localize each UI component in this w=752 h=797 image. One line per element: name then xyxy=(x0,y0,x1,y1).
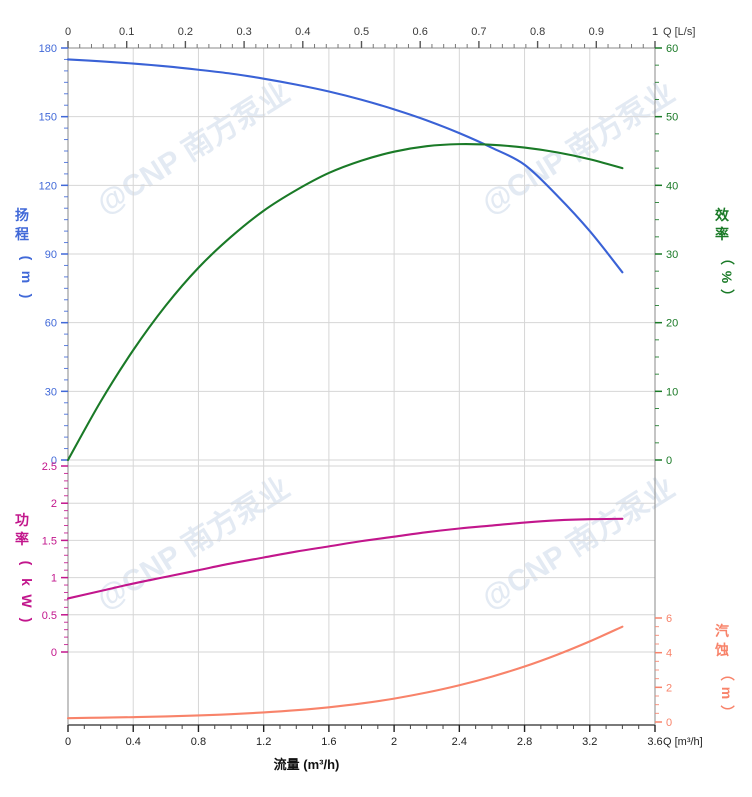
tick-label-bottom: 3.2 xyxy=(582,736,597,748)
tick-label-head: 30 xyxy=(45,386,57,398)
tick-label-power: 1.5 xyxy=(42,535,57,547)
tick-label-top: 1 xyxy=(652,26,658,38)
axis-title-power: W xyxy=(19,594,35,608)
tick-label-top: 0.4 xyxy=(295,26,310,38)
axis-bottom-flow-m3h: 0 0.4 0.8 1.2 1.6 2 2.4 2.8 3.2 3.6 Q [m³/h] 流量 (m³… xyxy=(65,725,703,772)
axis-title-npsh: 蚀 xyxy=(714,642,729,658)
tick-label-head: 180 xyxy=(39,43,57,55)
tick-label-bottom: 0 xyxy=(65,736,71,748)
grid-lines xyxy=(67,47,656,725)
axis-title-npsh: （ xyxy=(719,667,735,681)
axis-title-head: 程 xyxy=(15,226,29,242)
axis-title-npsh: ） xyxy=(719,705,735,719)
axis-top-flow-ls: 0 0.1 0.2 0.3 0.4 0.5 0.6 0.7 0.8 0.9 1 Q [L/s] xyxy=(65,26,695,48)
axis-title-efficiency: ） xyxy=(719,289,735,303)
watermark-layer: @CNP 南方泵业 @CNP 南方泵业 @CNP 南方泵业 @CNP 南方泵业 xyxy=(91,75,681,616)
axis-unit-label-bottom: Q [m³/h] xyxy=(663,736,703,748)
tick-label-top: 0.2 xyxy=(178,26,193,38)
curve-efficiency xyxy=(66,143,624,462)
tick-label-efficiency: 30 xyxy=(666,249,678,261)
tick-label-head: 0 xyxy=(51,455,57,467)
axis-head: 0 30 60 90 120 150 180 xyxy=(39,43,68,467)
axis-title-head: ) xyxy=(19,294,35,299)
tick-label-bottom: 2.8 xyxy=(517,736,532,748)
tick-label-top: 0.6 xyxy=(413,26,428,38)
axis-title-power: 率 xyxy=(15,531,29,547)
tick-label-bottom: 0.8 xyxy=(191,736,206,748)
watermark-text: @CNP 南方泵业 xyxy=(476,470,681,616)
curve-head xyxy=(66,58,624,274)
tick-label-top: 0.9 xyxy=(589,26,604,38)
tick-label-power: 2.5 xyxy=(42,461,57,473)
tick-label-efficiency: 40 xyxy=(666,180,678,192)
axis-title-npsh: 汽 xyxy=(715,623,729,639)
tick-label-efficiency: 60 xyxy=(666,43,678,55)
tick-label-top: 0.8 xyxy=(530,26,545,38)
axis-title-efficiency: 率 xyxy=(715,226,729,242)
axis-title-head: 扬 xyxy=(15,207,29,223)
axis-title-efficiency: （ xyxy=(719,251,735,265)
axis-title-head: ( xyxy=(19,256,35,261)
watermark-text: @CNP 南方泵业 xyxy=(91,75,296,221)
tick-label-efficiency: 50 xyxy=(666,112,678,124)
curve-power xyxy=(66,517,624,600)
tick-label-efficiency: 0 xyxy=(666,455,672,467)
tick-label-power: 0 xyxy=(51,647,57,659)
tick-label-bottom: 2.4 xyxy=(452,736,467,748)
axis-title-bottom: 流量 (m³/h) xyxy=(274,757,340,772)
axis-title-power: k xyxy=(19,578,35,586)
tick-label-bottom: 3.6 xyxy=(647,736,662,748)
tick-label-top: 0.1 xyxy=(119,26,134,38)
tick-label-efficiency: 20 xyxy=(666,318,678,330)
tick-label-top: 0.5 xyxy=(354,26,369,38)
tick-label-head: 120 xyxy=(39,180,57,192)
tick-label-bottom: 1.2 xyxy=(256,736,271,748)
tick-label-npsh: 6 xyxy=(666,613,672,625)
axis-title-efficiency: 效 xyxy=(715,207,730,223)
axis-title-npsh: m xyxy=(719,687,735,699)
axis-title-head: m xyxy=(19,271,35,283)
watermark-text: @CNP 南方泵业 xyxy=(91,470,296,616)
tick-label-head: 60 xyxy=(45,318,57,330)
axis-unit-label-top: Q [L/s] xyxy=(663,26,695,38)
tick-label-npsh: 0 xyxy=(666,717,672,729)
tick-label-efficiency: 10 xyxy=(666,386,678,398)
axis-npsh: 0 2 4 6 xyxy=(655,613,672,729)
tick-label-npsh: 2 xyxy=(666,682,672,694)
tick-label-head: 150 xyxy=(39,112,57,124)
axis-title-power: 功 xyxy=(15,512,29,528)
tick-label-power: 2 xyxy=(51,498,57,510)
axis-title-efficiency: % xyxy=(719,271,735,284)
tick-label-power: 0.5 xyxy=(42,610,57,622)
watermark-text: @CNP 南方泵业 xyxy=(476,75,681,221)
axis-power: 0 0.5 1 1.5 2 2.5 xyxy=(42,461,68,659)
tick-label-npsh: 4 xyxy=(666,648,672,660)
tick-label-bottom: 2 xyxy=(391,736,397,748)
curve-npsh xyxy=(66,625,624,720)
tick-label-bottom: 0.4 xyxy=(126,736,141,748)
tick-label-top: 0.7 xyxy=(471,26,486,38)
tick-label-power: 1 xyxy=(51,573,57,585)
tick-label-bottom: 1.6 xyxy=(321,736,336,748)
axis-title-power: ) xyxy=(19,618,35,623)
axis-title-power: ( xyxy=(19,561,35,566)
axis-efficiency: 0 10 20 30 40 50 60 xyxy=(655,43,678,467)
tick-label-head: 90 xyxy=(45,249,57,261)
tick-label-top: 0 xyxy=(65,26,71,38)
tick-label-top: 0.3 xyxy=(236,26,251,38)
